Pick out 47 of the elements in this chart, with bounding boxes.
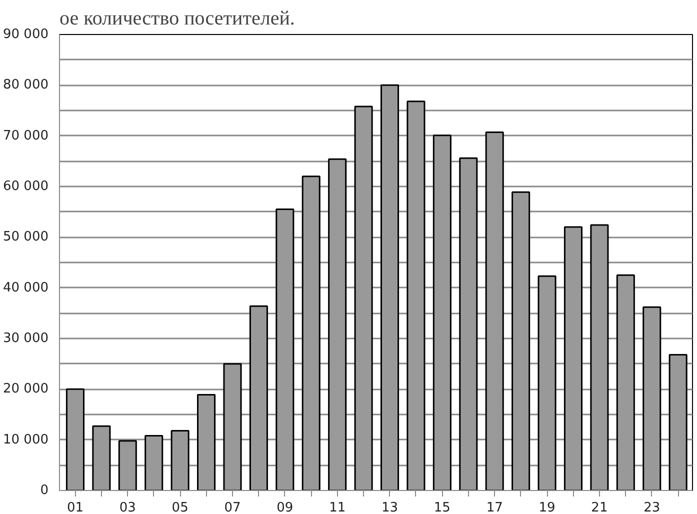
x-tick-label: 21 bbox=[591, 500, 608, 514]
bar bbox=[328, 158, 347, 490]
x-tick-label: 19 bbox=[538, 500, 556, 514]
bar bbox=[616, 274, 635, 490]
bar bbox=[249, 305, 268, 490]
x-tick-label: 07 bbox=[224, 500, 241, 514]
bar bbox=[92, 425, 111, 490]
bar bbox=[223, 363, 242, 490]
x-tick-label: 03 bbox=[119, 500, 136, 514]
bar bbox=[118, 440, 137, 490]
bar bbox=[432, 134, 452, 490]
x-tick-label: 09 bbox=[276, 500, 294, 514]
bar bbox=[354, 106, 373, 490]
bar bbox=[276, 208, 294, 490]
x-tick-label: 17 bbox=[486, 500, 503, 514]
y-tick-label: 80 000 bbox=[3, 78, 49, 93]
bar bbox=[564, 226, 583, 490]
y-tick-label: 50 000 bbox=[3, 230, 49, 245]
bar bbox=[197, 394, 216, 490]
y-tick-label: 0 bbox=[40, 483, 49, 498]
chart-title: ое количество посетителей. bbox=[60, 8, 295, 30]
bar bbox=[459, 157, 478, 490]
y-tick-label: 90 000 bbox=[3, 27, 49, 42]
x-tick-label: 01 bbox=[66, 500, 84, 514]
y-tick-label: 60 000 bbox=[3, 179, 49, 194]
y-tick-label: 20 000 bbox=[3, 382, 49, 397]
bar bbox=[406, 100, 426, 490]
bar bbox=[485, 132, 504, 490]
bar bbox=[380, 84, 400, 490]
x-tick-label: 15 bbox=[434, 500, 450, 514]
bar bbox=[590, 224, 609, 490]
x-tick-label: 11 bbox=[329, 500, 346, 514]
y-tick-label: 30 000 bbox=[3, 331, 49, 346]
bar bbox=[144, 435, 164, 490]
bar bbox=[302, 176, 320, 490]
y-tick-label: 10 000 bbox=[3, 432, 49, 448]
y-tick-label: 40 000 bbox=[3, 280, 49, 296]
bar bbox=[668, 354, 688, 490]
y-tick-label: 70 000 bbox=[3, 128, 49, 144]
x-tick-label: 23 bbox=[644, 500, 660, 514]
bar bbox=[512, 191, 530, 490]
bar bbox=[538, 275, 556, 490]
bar bbox=[66, 388, 84, 490]
x-tick-label: 13 bbox=[381, 500, 398, 514]
x-tick-label: 05 bbox=[172, 500, 188, 514]
bar bbox=[170, 430, 190, 490]
bar bbox=[642, 306, 662, 490]
